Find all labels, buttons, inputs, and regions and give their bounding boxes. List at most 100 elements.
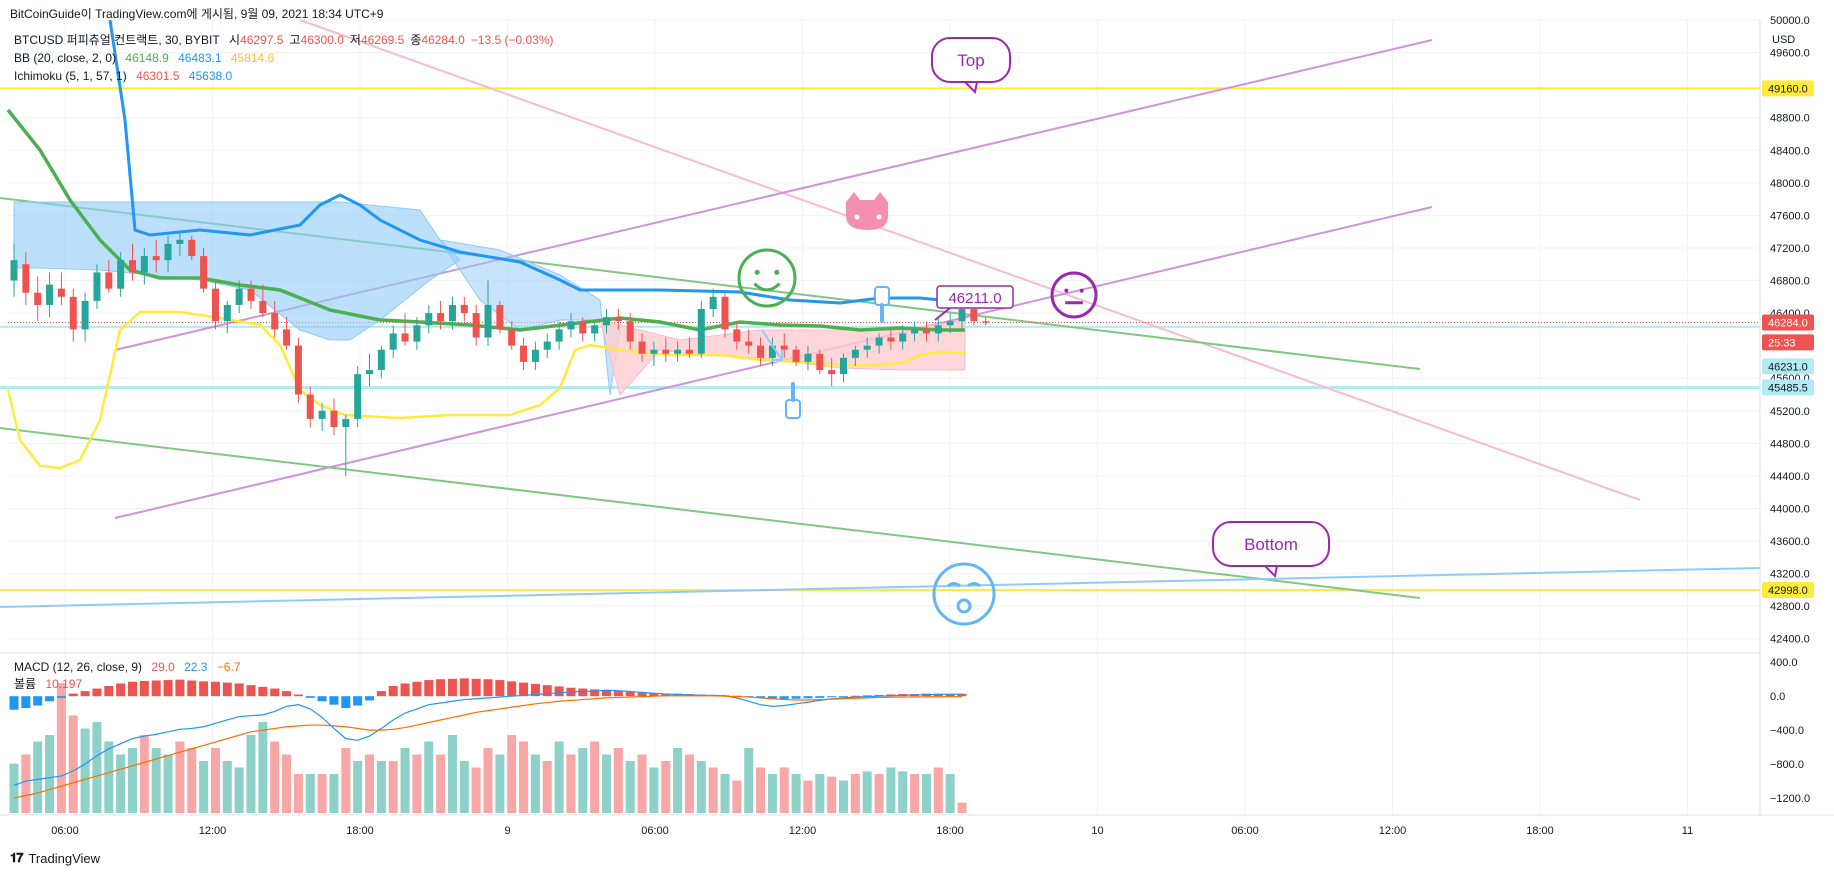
candle-body [57, 288, 65, 297]
volume-bar [827, 776, 837, 813]
candle-body [200, 256, 208, 289]
macd-hist-bar [459, 678, 469, 697]
volume-bar [483, 748, 493, 813]
bb-legend[interactable]: BB (20, close, 2, 0) 46148.9 46483.1 458… [14, 50, 280, 66]
price-tag-text: 42998.0 [1768, 585, 1808, 597]
macd-hist-bar [483, 679, 493, 697]
candle-body [792, 349, 800, 362]
price-tag-text: 46284.0 [1768, 318, 1808, 330]
pointing-hand-down-icon [874, 286, 890, 306]
volume-bar [33, 741, 43, 813]
candle-body [10, 260, 18, 281]
sleepy-face-eye-left [947, 582, 961, 588]
volume-legend[interactable]: 볼륨 10.197 [14, 676, 88, 692]
candle-body [484, 304, 492, 338]
macd-hist-bar [756, 696, 766, 698]
volume-bar [80, 728, 90, 813]
candle-body [745, 341, 753, 346]
macd-label: MACD (12, 26, close, 9) [14, 660, 143, 674]
time-tick-label: 12:00 [1379, 825, 1407, 837]
macd-hist-bar [779, 696, 789, 700]
volume-bar [839, 780, 848, 813]
price-tick-label: 48400.0 [1770, 145, 1810, 157]
time-tick-label: 06:00 [1231, 825, 1259, 837]
volume-bar [424, 741, 434, 813]
macd-hist-bar [661, 693, 671, 697]
macd-hist-bar [874, 694, 884, 697]
candle-body [520, 345, 528, 362]
publish-text: BitCoinGuide이 TradingView.com에 게시됨, 9월 0… [10, 7, 384, 21]
volume-bar [447, 735, 457, 813]
volume-bar [637, 754, 647, 813]
candle-body [591, 325, 599, 334]
macd-hist-bar [353, 696, 363, 706]
symbol-legend[interactable]: BTCUSD 퍼피츄얼 컨트랙트, 30, BYBIT 시46297.5 고463… [14, 32, 566, 48]
macd-hist-bar [578, 688, 588, 697]
trend-lines-layer[interactable] [0, 19, 1761, 608]
volume-bar [9, 763, 19, 813]
price-axis[interactable]: 50000.0 49600.0 48800.0 48400.0 48000.0 47600… [1759, 15, 1814, 815]
volume-bar [459, 761, 469, 813]
price-tag-bg [1762, 582, 1814, 599]
price-tick-label: 44000.0 [1770, 503, 1810, 515]
macd-line [13, 689, 963, 786]
volume-label: 볼륨 [14, 677, 37, 691]
macd-tick-label: 0.0 [1770, 691, 1785, 703]
time-tick-label: 9 [504, 825, 510, 837]
candle-body [472, 313, 480, 338]
price-tick-label: 47200.0 [1770, 243, 1810, 255]
price-callout-text: 46211.0 [948, 290, 1001, 307]
volume-bar [68, 715, 78, 813]
volume-bar [21, 754, 31, 813]
neutral-face-icon-eye-left [1064, 288, 1069, 293]
tradingview-brand[interactable]: 𝟏𝟕 TradingView [10, 850, 100, 866]
time-axis[interactable]: 06:00 12:00 18:00 9 06:00 12:00 18:00 10 06:00 12… [0, 652, 1834, 837]
candle-body [875, 337, 883, 346]
symbol-title: BTCUSD 퍼피츄얼 컨트랙트, 30, BYBIT [14, 33, 220, 47]
volume-bar [139, 735, 149, 813]
candle-body [828, 370, 836, 375]
volume-bar [270, 741, 280, 813]
candle-body [318, 410, 326, 419]
volume-bar [163, 754, 173, 813]
candle-body [934, 325, 942, 334]
price-tick-label: 48800.0 [1770, 113, 1810, 125]
arrow-down-icon [761, 329, 783, 361]
price-tick-label: 46800.0 [1770, 276, 1810, 288]
volume-bar [850, 774, 860, 813]
macd-axis[interactable]: 400.0 0.0 −400.0 −800.0 −1200.0 [1770, 657, 1810, 805]
volume-bar [56, 683, 66, 813]
macd-hist-bar [293, 694, 303, 697]
volume-bar [625, 761, 635, 813]
volume-bar [329, 774, 339, 813]
volume-bar [258, 722, 268, 813]
macd-hist-bar [957, 693, 967, 697]
candle-body [638, 341, 646, 354]
drawing-icons-layer[interactable]: Top Bottom 46211.0 [737, 37, 1330, 626]
volume-bar [791, 774, 801, 813]
price-tick-label: 43600.0 [1770, 536, 1810, 548]
candle-body [899, 333, 907, 342]
macd-hist-bar [850, 695, 860, 697]
macd-hist-bar [104, 686, 114, 697]
smiley-face-icon-eye-left [754, 269, 760, 275]
candle-body [377, 349, 385, 371]
volume-bar [673, 748, 683, 813]
currency-label: USD [1772, 34, 1796, 46]
cat-eye-left [854, 214, 860, 220]
volume-bar [945, 774, 955, 813]
macd-signal-value: −6.7 [216, 660, 241, 674]
candle-body [117, 260, 125, 289]
macd-legend[interactable]: MACD (12, 26, close, 9) 29.0 22.3 −6.7 [14, 659, 247, 675]
candle-body [626, 321, 634, 342]
candle-body [721, 296, 729, 330]
ichimoku-legend[interactable]: Ichimoku (5, 1, 57, 1) 46301.5 45638.0 [14, 68, 238, 84]
volume-bar [151, 748, 161, 813]
time-tick-label: 18:00 [936, 825, 964, 837]
candle-body [674, 349, 682, 354]
volume-value: 10.197 [45, 677, 83, 691]
candle-body [887, 337, 895, 342]
volume-bar [412, 754, 422, 813]
volume-bar [744, 748, 754, 813]
